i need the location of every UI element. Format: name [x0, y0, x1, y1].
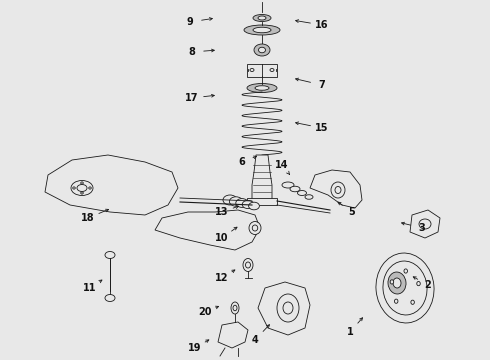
Ellipse shape — [105, 294, 115, 302]
Ellipse shape — [411, 300, 415, 304]
Ellipse shape — [105, 252, 115, 258]
Ellipse shape — [282, 182, 294, 188]
Ellipse shape — [89, 187, 91, 189]
Text: 2: 2 — [425, 280, 431, 290]
Ellipse shape — [248, 202, 259, 210]
Ellipse shape — [376, 253, 434, 323]
Ellipse shape — [253, 14, 271, 22]
Ellipse shape — [236, 199, 248, 207]
Ellipse shape — [247, 84, 277, 93]
Ellipse shape — [223, 195, 237, 205]
Text: 18: 18 — [81, 213, 95, 223]
Text: 19: 19 — [188, 343, 202, 353]
Text: 10: 10 — [215, 233, 229, 243]
Text: 7: 7 — [318, 80, 325, 90]
Ellipse shape — [388, 272, 406, 294]
Text: 6: 6 — [239, 157, 245, 167]
Ellipse shape — [305, 195, 313, 199]
Ellipse shape — [81, 182, 83, 184]
Ellipse shape — [245, 262, 250, 268]
Ellipse shape — [81, 192, 83, 194]
Ellipse shape — [242, 201, 254, 208]
Ellipse shape — [231, 302, 239, 314]
Ellipse shape — [252, 225, 258, 231]
Polygon shape — [410, 210, 440, 238]
Ellipse shape — [297, 190, 307, 195]
Ellipse shape — [259, 47, 266, 53]
Ellipse shape — [290, 186, 300, 192]
Ellipse shape — [233, 305, 237, 311]
Polygon shape — [45, 155, 178, 215]
Polygon shape — [310, 170, 362, 208]
Ellipse shape — [277, 294, 299, 322]
Polygon shape — [247, 198, 277, 205]
Ellipse shape — [249, 221, 261, 234]
Ellipse shape — [335, 186, 341, 194]
Ellipse shape — [383, 261, 427, 315]
Ellipse shape — [258, 16, 266, 20]
Text: 1: 1 — [346, 327, 353, 337]
Polygon shape — [218, 322, 248, 348]
Text: 14: 14 — [275, 160, 289, 170]
Ellipse shape — [417, 282, 420, 286]
Ellipse shape — [71, 180, 93, 195]
Text: 20: 20 — [198, 307, 212, 317]
Ellipse shape — [393, 278, 401, 288]
Ellipse shape — [77, 184, 87, 192]
Text: 12: 12 — [215, 273, 229, 283]
Ellipse shape — [283, 302, 293, 314]
Text: 13: 13 — [215, 207, 229, 217]
Ellipse shape — [253, 27, 271, 33]
Ellipse shape — [404, 269, 408, 273]
Polygon shape — [258, 282, 310, 335]
Ellipse shape — [254, 44, 270, 56]
Text: 9: 9 — [187, 17, 194, 27]
Text: 16: 16 — [315, 20, 329, 30]
Ellipse shape — [244, 25, 280, 35]
Text: 3: 3 — [418, 223, 425, 233]
Text: 8: 8 — [189, 47, 196, 57]
Text: 15: 15 — [315, 123, 329, 133]
Ellipse shape — [270, 68, 274, 72]
Bar — [247, 63, 277, 77]
Ellipse shape — [229, 197, 243, 206]
Ellipse shape — [331, 182, 345, 198]
Text: 11: 11 — [83, 283, 97, 293]
Text: 17: 17 — [185, 93, 199, 103]
Text: 5: 5 — [348, 207, 355, 217]
Ellipse shape — [250, 68, 254, 72]
Polygon shape — [252, 155, 272, 202]
Ellipse shape — [390, 280, 393, 284]
Ellipse shape — [243, 258, 253, 271]
Polygon shape — [155, 210, 260, 250]
Ellipse shape — [255, 86, 269, 90]
Ellipse shape — [394, 299, 398, 303]
Text: 4: 4 — [252, 335, 258, 345]
Ellipse shape — [73, 187, 75, 189]
Ellipse shape — [419, 219, 431, 229]
